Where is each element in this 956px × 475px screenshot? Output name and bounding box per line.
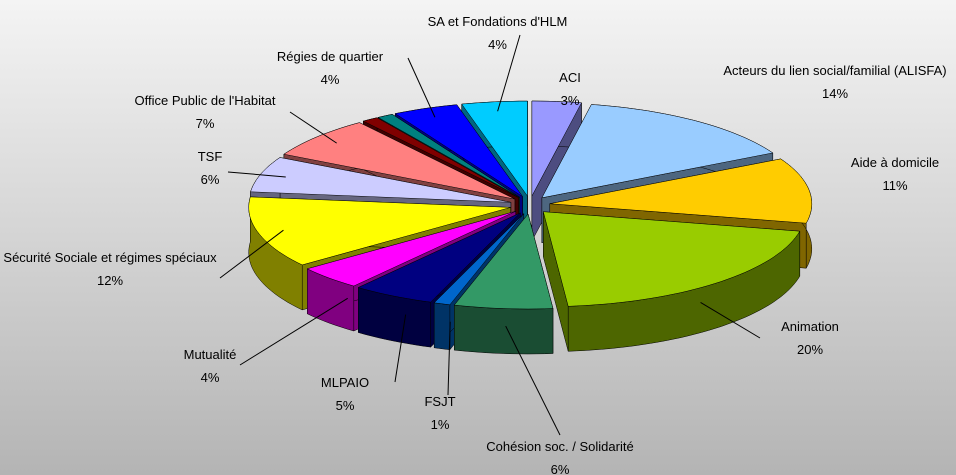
leader-line — [394, 314, 407, 383]
slice-top — [283, 122, 516, 200]
category-label: TSF — [197, 149, 223, 164]
category-label: ACI — [559, 70, 581, 85]
leader-line — [219, 229, 284, 279]
slice-label: Acteurs du lien social/familial (ALISFA)… — [700, 59, 956, 105]
slice-side — [454, 304, 554, 355]
category-label: Mutualité — [183, 347, 237, 362]
category-label: Acteurs du lien social/familial (ALISFA) — [723, 63, 947, 78]
slice-label: MLPAIO 5% — [305, 371, 385, 417]
value-label: 4% — [320, 72, 340, 87]
leader-line — [239, 297, 348, 366]
slice-label: FSJT 1% — [410, 390, 470, 436]
slice-top — [531, 100, 582, 197]
category-label: Animation — [781, 319, 839, 334]
slice-top — [461, 100, 528, 197]
slice-label: Cohésion soc. / Solidarité 6% — [440, 435, 680, 475]
category-label: Sécurité Sociale et régimes spéciaux — [3, 250, 217, 265]
slice-top — [248, 196, 511, 266]
category-label: FSJT — [424, 394, 456, 409]
slice-top — [542, 211, 801, 307]
category-label: Cohésion soc. / Solidarité — [486, 439, 634, 454]
slice-label: Régies de quartier 4% — [250, 45, 410, 91]
category-label: Aide à domicile — [850, 155, 940, 170]
slice-top — [453, 213, 554, 310]
slice-label: Aide à domicile 11% — [820, 151, 956, 197]
slice-label: Office Public de l'Habitat 7% — [120, 89, 290, 135]
slice-top — [357, 212, 521, 303]
leader-line — [289, 111, 337, 144]
value-label: 6% — [200, 172, 220, 187]
leader-line — [227, 171, 286, 178]
category-label: SA et Fondations d'HLM — [427, 14, 568, 29]
slice-label: ACI 3% — [540, 66, 600, 112]
value-label: 5% — [335, 398, 355, 413]
slice-top — [549, 158, 813, 224]
leader-line — [505, 325, 561, 436]
slice-top — [394, 104, 523, 197]
value-label: 7% — [195, 116, 215, 131]
value-label: 20% — [796, 342, 824, 357]
slice-top — [362, 117, 519, 198]
leader-line — [497, 34, 521, 112]
slice — [542, 211, 801, 352]
leader-line — [447, 321, 451, 396]
value-label: 4% — [200, 370, 220, 385]
slice-top — [250, 157, 511, 203]
value-label: 4% — [488, 37, 507, 52]
leader-line — [700, 301, 761, 339]
category-label: Office Public de l'Habitat — [134, 93, 276, 108]
slice-side — [433, 302, 451, 350]
slice-label: Mutualité 4% — [160, 343, 260, 389]
value-label: 1% — [430, 417, 450, 432]
value-label: 6% — [550, 462, 570, 475]
value-label: 12% — [96, 273, 124, 288]
slice-label: TSF 6% — [170, 145, 250, 191]
value-label: 3% — [560, 93, 580, 108]
slice-label: SA et Fondations d'HLM 4% — [390, 10, 605, 56]
leader-line — [407, 57, 436, 118]
category-label: Régies de quartier — [276, 49, 384, 64]
slice-top — [377, 114, 520, 198]
slice-label: Sécurité Sociale et régimes spéciaux 12% — [0, 246, 220, 292]
slice — [453, 213, 554, 355]
slice-top — [306, 211, 516, 287]
slice-top — [433, 213, 524, 305]
category-label: MLPAIO — [320, 375, 370, 390]
value-label: 14% — [821, 86, 849, 101]
slice-top — [541, 104, 774, 199]
slice-label: Animation 20% — [740, 315, 880, 361]
value-label: 11% — [882, 178, 908, 193]
